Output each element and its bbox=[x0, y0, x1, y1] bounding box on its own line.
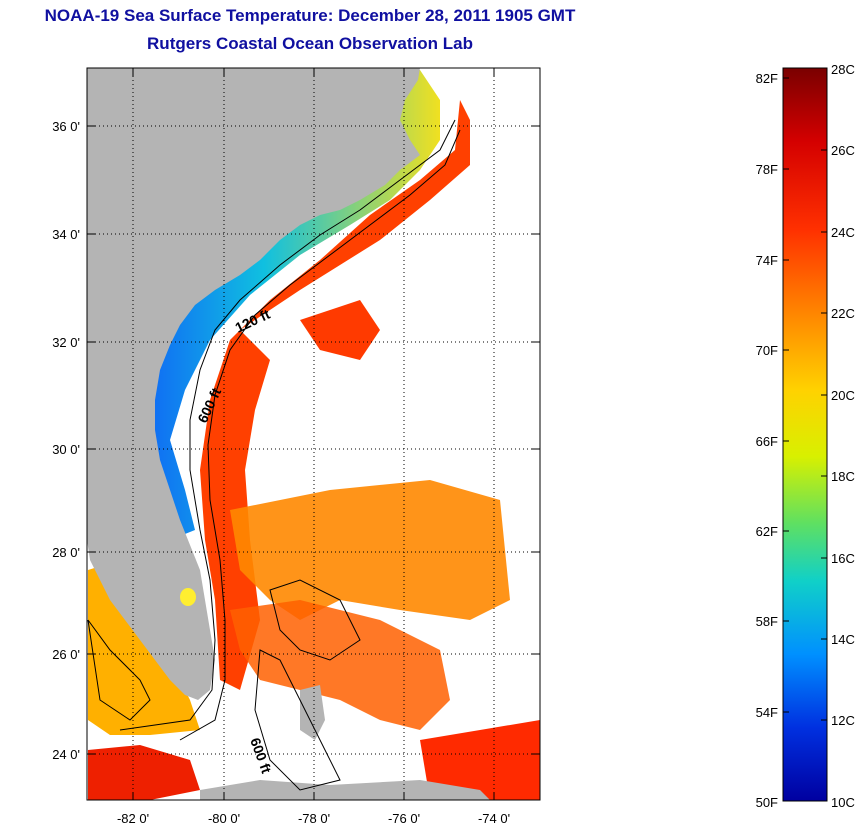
map-subtitle: Rutgers Coastal Ocean Observation Lab bbox=[147, 34, 473, 53]
colorbar-label-f: 58F bbox=[756, 614, 778, 629]
lake-okeechobee bbox=[180, 588, 196, 606]
lon-label: -80 0' bbox=[208, 811, 240, 826]
contour-600ft bbox=[179, 129, 461, 741]
colorbar-label-f: 62F bbox=[756, 524, 778, 539]
colorbar-label-f: 50F bbox=[756, 795, 778, 810]
landmass-southeast-us bbox=[87, 68, 420, 700]
lat-label: 34 0' bbox=[52, 227, 80, 242]
lat-label: 24 0' bbox=[52, 747, 80, 762]
contour-gulf bbox=[87, 619, 151, 721]
colorbar-label-c: 28C bbox=[831, 62, 855, 77]
lat-label: 30 0' bbox=[52, 442, 80, 457]
colorbar bbox=[782, 67, 828, 802]
lat-label: 36 0' bbox=[52, 119, 80, 134]
lat-label: 26 0' bbox=[52, 647, 80, 662]
sst-southeast-red bbox=[420, 720, 540, 800]
lat-label: 32 0' bbox=[52, 335, 80, 350]
colorbar-label-c: 20C bbox=[831, 388, 855, 403]
colorbar-ticks bbox=[783, 77, 827, 721]
contour-bahamas-south bbox=[254, 649, 341, 791]
colorbar-label-f: 74F bbox=[756, 253, 778, 268]
lon-label: -78 0' bbox=[298, 811, 330, 826]
map-tick-marks bbox=[87, 68, 540, 800]
colorbar-label-c: 18C bbox=[831, 469, 855, 484]
contour-bahamas bbox=[269, 579, 361, 661]
colorbar-label-c: 10C bbox=[831, 795, 855, 810]
lat-label: 28 0' bbox=[52, 545, 80, 560]
colorbar-label-f: 78F bbox=[756, 162, 778, 177]
sst-offshore-patches bbox=[300, 300, 380, 360]
colorbar-label-f: 82F bbox=[756, 71, 778, 86]
colorbar-label-c: 26C bbox=[831, 143, 855, 158]
colorbar-label-f: 66F bbox=[756, 434, 778, 449]
colorbar-label-c: 24C bbox=[831, 225, 855, 240]
colorbar-label-c: 22C bbox=[831, 306, 855, 321]
lon-label: -82 0' bbox=[117, 811, 149, 826]
sst-offshore-orange bbox=[230, 480, 510, 620]
map-title: NOAA-19 Sea Surface Temperature: Decembe… bbox=[44, 6, 576, 25]
colorbar-label-c: 16C bbox=[831, 551, 855, 566]
island-andros bbox=[300, 685, 325, 740]
colorbar-label-f: 54F bbox=[756, 705, 778, 720]
lon-label: -76 0' bbox=[388, 811, 420, 826]
colorbar-label-f: 70F bbox=[756, 343, 778, 358]
lon-label: -74 0' bbox=[478, 811, 510, 826]
colorbar-label-c: 12C bbox=[831, 713, 855, 728]
contour-120ft bbox=[119, 119, 456, 731]
sst-gulfstream-band bbox=[200, 100, 470, 690]
sst-bahamas-field bbox=[230, 600, 450, 730]
sst-keys-red bbox=[88, 745, 200, 800]
landmass-cuba bbox=[200, 780, 490, 800]
colorbar-label-c: 14C bbox=[831, 632, 855, 647]
